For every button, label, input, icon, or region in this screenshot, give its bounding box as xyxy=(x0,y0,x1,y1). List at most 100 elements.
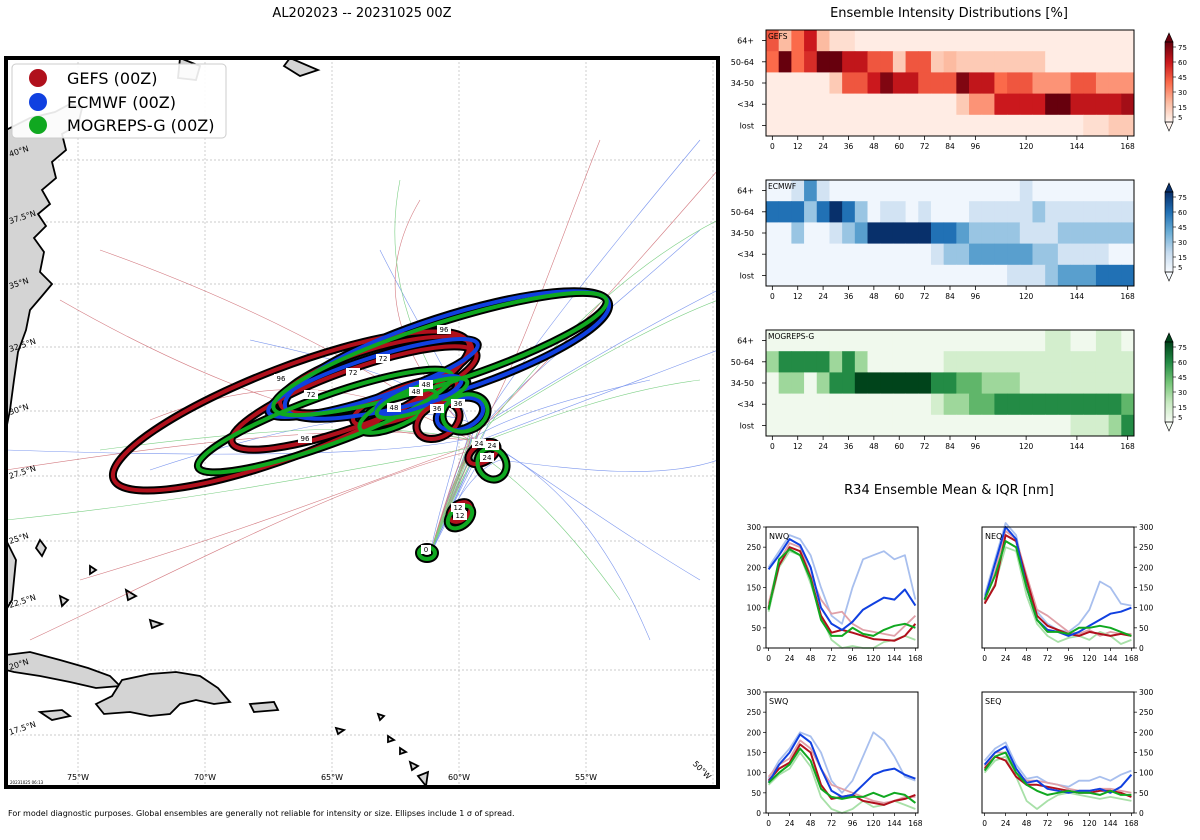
colorbar-tick-label: 5 xyxy=(1178,414,1182,422)
heatmap-cell xyxy=(880,201,894,223)
y-tick-label: 50 xyxy=(1139,624,1149,633)
hour-label-24: 24 xyxy=(483,454,492,462)
heatmap-cell xyxy=(930,30,945,52)
heatmap-cell xyxy=(804,114,818,137)
heatmap-ecmwf: 64+ 50-64 34-50 <34 lost ECMWF 0 12 24 36 48 60 72 84… xyxy=(731,179,1187,301)
heatmap-cell xyxy=(816,72,830,94)
heatmap-cell xyxy=(1070,264,1084,287)
x-tick-label: 60 xyxy=(894,292,904,301)
y-tick-label: 250 xyxy=(747,708,762,717)
heatmap-cell xyxy=(956,93,970,116)
heatmap-cell xyxy=(956,393,970,416)
lon-label: 65°W xyxy=(321,773,343,782)
heatmap-cell xyxy=(867,51,881,73)
heatmap-cell xyxy=(1007,30,1021,52)
heatmap-cell xyxy=(842,72,856,94)
heatmap-cell xyxy=(905,180,919,202)
heatmap-cell xyxy=(766,201,780,223)
row-label: 64+ xyxy=(737,337,754,346)
heatmap-cell xyxy=(778,330,792,352)
heatmap-cell xyxy=(804,393,818,416)
hour-label-group: 96 xyxy=(274,374,288,383)
heatmap-cell xyxy=(905,72,919,94)
legend-label-mogreps: MOGREPS-G (00Z) xyxy=(67,116,214,135)
colorbar-tick-label: 5 xyxy=(1178,114,1182,122)
heatmap-cell xyxy=(766,330,780,352)
heatmap-cell xyxy=(1019,372,1033,394)
heatmap-cell xyxy=(1108,180,1122,202)
heatmap-cell xyxy=(842,201,856,223)
heatmap-cell xyxy=(1095,51,1110,73)
heatmap-cell xyxy=(842,264,856,287)
y-tick-label: 150 xyxy=(747,749,762,758)
x-tick-label: 36 xyxy=(844,142,854,151)
heatmap-cell xyxy=(842,243,856,266)
series-line-mogreps-g-mean xyxy=(983,540,1132,637)
heatmap-cell xyxy=(905,201,919,223)
lon-label: 75°W xyxy=(67,773,89,782)
lon-label: 55°W xyxy=(575,773,597,782)
heatmap-cell xyxy=(867,201,881,223)
heatmap-cell xyxy=(905,414,919,437)
heatmap-cell xyxy=(1032,264,1046,287)
heatmap-cell xyxy=(816,264,830,287)
heatmap-cell xyxy=(1019,51,1033,73)
land-isle-6 xyxy=(416,770,430,787)
y-tick-label: 0 xyxy=(1139,809,1144,818)
heatmap-cell xyxy=(766,264,780,287)
colorbar-tick-label: 60 xyxy=(1178,209,1187,217)
heatmap-cell xyxy=(791,264,805,287)
heatmap-cell xyxy=(854,93,868,116)
heatmap-cell xyxy=(778,264,792,287)
land-isle-3 xyxy=(387,734,397,744)
heatmap-cell xyxy=(1007,114,1021,137)
row-label: <34 xyxy=(737,250,754,259)
heatmap-cell xyxy=(880,30,894,52)
row-label: 34-50 xyxy=(731,79,754,88)
heatmap-cell xyxy=(1045,93,1059,116)
heatmap-cell xyxy=(1019,93,1033,116)
heatmap-cell xyxy=(1045,180,1059,202)
heatmap-cell xyxy=(791,243,805,266)
hour-label-24: 24 xyxy=(475,440,484,448)
heatmap-cell xyxy=(981,393,995,416)
heatmap-cell xyxy=(766,351,780,373)
heatmap-cell xyxy=(1019,243,1033,266)
x-tick-label: 0 xyxy=(766,819,771,828)
heatmap-cell xyxy=(880,222,894,244)
heatmap-cell xyxy=(1045,393,1059,416)
heatmap-cell xyxy=(994,30,1008,52)
y-tick-label: 300 xyxy=(747,688,762,697)
heatmap-cell xyxy=(1083,114,1097,137)
x-tick-label: 24 xyxy=(1001,654,1011,663)
heatmap-cell xyxy=(981,72,995,94)
heatmap-cell xyxy=(930,114,945,137)
heatmap-cell xyxy=(981,201,995,223)
x-tick-label: 120 xyxy=(1082,654,1097,663)
heatmap-cell xyxy=(1121,243,1135,266)
x-tick-label: 0 xyxy=(766,654,771,663)
legend-swatch-gefs xyxy=(29,69,47,87)
heatmap-cell xyxy=(1045,114,1059,137)
heatmap-cell xyxy=(1057,243,1071,266)
heatmap-cell xyxy=(1108,114,1122,137)
heatmap-cell xyxy=(766,72,780,94)
series-line-mogreps-g-iqr-low xyxy=(983,755,1132,810)
heatmap-cell xyxy=(854,72,868,94)
y-tick-label: 100 xyxy=(1139,604,1154,613)
heatmap-cell xyxy=(1007,243,1021,266)
heatmap-cell xyxy=(905,222,919,244)
heatmap-cell xyxy=(804,414,818,437)
panel-label: NEQ xyxy=(985,532,1002,541)
heatmap-cell xyxy=(1045,330,1059,352)
heatmap-cell xyxy=(969,351,983,373)
heatmap-cell xyxy=(829,72,843,94)
x-tick-label: 120 xyxy=(866,819,881,828)
heatmap-cell xyxy=(1032,93,1046,116)
heatmap-cell xyxy=(778,243,792,266)
heatmap-cell xyxy=(804,351,818,373)
r34-panel-swq: SWQ 0 24 48 72 96 120 144 168 0 50 100 150 200 250 300 xyxy=(747,688,923,828)
colorbar-tick-label: 60 xyxy=(1178,359,1187,367)
heatmap-cell xyxy=(1045,372,1059,394)
